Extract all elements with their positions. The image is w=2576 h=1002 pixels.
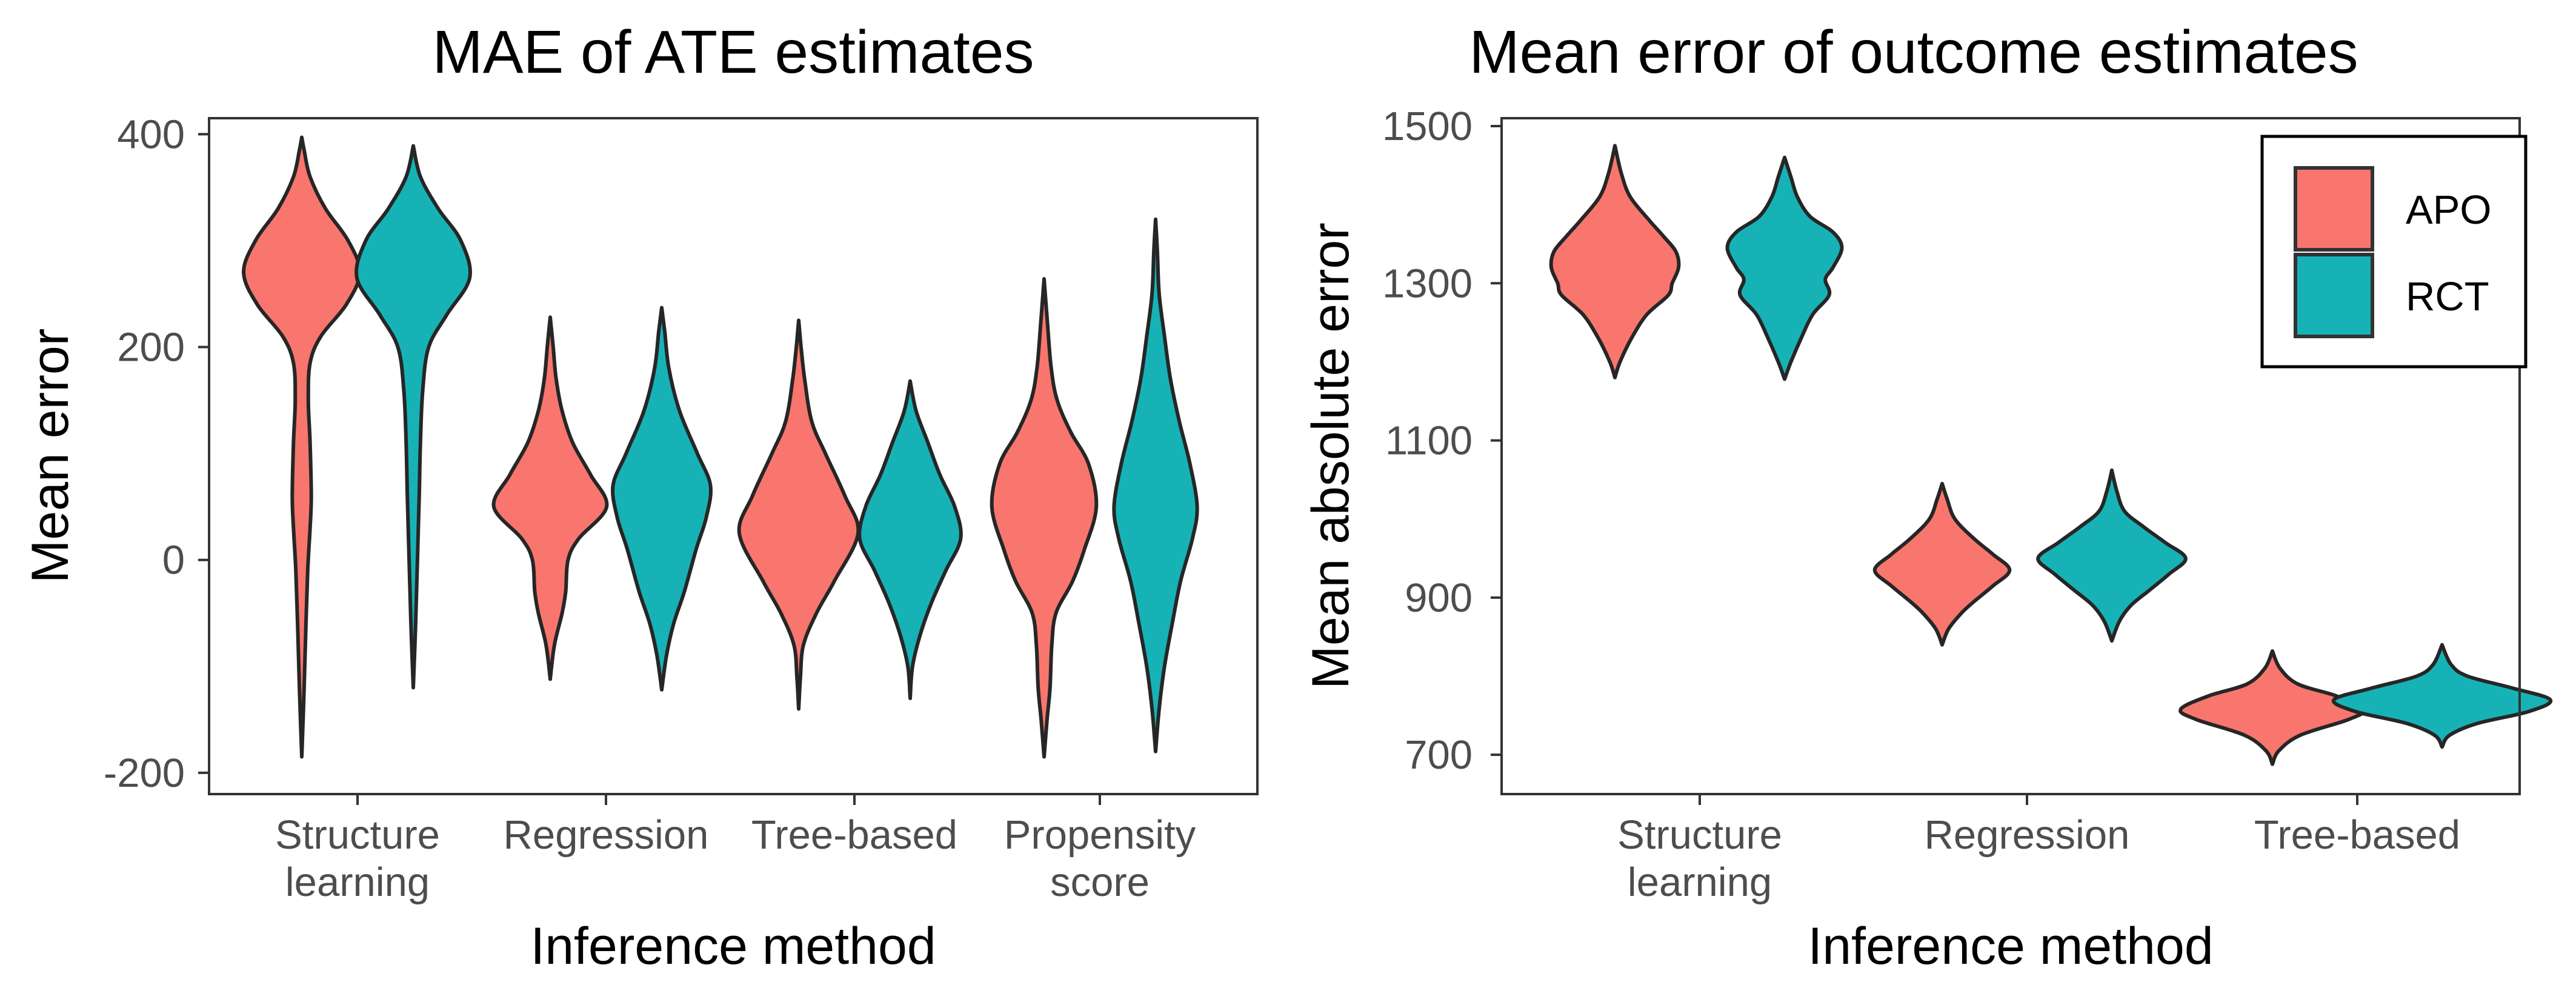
ate-violin-apo <box>737 318 860 711</box>
ate-x-tick-label: Propensity score <box>1004 812 1196 905</box>
ate-panel-title: MAE of ATE estimates <box>433 18 1034 86</box>
tick-label-line: Regression <box>504 812 709 858</box>
tick-label-line: learning <box>285 860 430 905</box>
ate-violin-rct <box>354 144 472 690</box>
tick-label-line: Structure <box>275 812 440 858</box>
outcome-y-tick-label: 1100 <box>1385 418 1473 464</box>
tick-label-line: Tree-based <box>751 812 957 858</box>
ate-y-tick-label: -200 <box>104 750 185 796</box>
tick-label-line: Propensity <box>1004 812 1196 858</box>
outcome-y-tick-label: 1300 <box>1382 261 1473 306</box>
ate-plot-area: -200 0 200 400 Structure learning Regression Tr… <box>104 112 1199 905</box>
ate-mae-panel: MAE of ATE estimates -200 0 200 400 Structur… <box>21 18 1259 975</box>
tick-label-line: learning <box>1628 860 1772 905</box>
legend-swatch-rct <box>2294 253 2374 338</box>
ate-panel-border <box>208 117 1259 795</box>
ate-violin-rct <box>857 379 963 700</box>
ate-x-axis-title: Inference method <box>530 917 936 975</box>
ate-x-tick-label: Structure learning <box>275 812 440 905</box>
outcome-y-axis-title: Mean absolute error <box>1302 222 1360 689</box>
outcome-panel-title: Mean error of outcome estimates <box>1469 18 2358 86</box>
tick-label-line: Structure <box>1617 812 1782 858</box>
outcome-violin-rct <box>1725 155 1844 381</box>
ate-violin-apo <box>990 277 1099 759</box>
outcome-violin-apo <box>1872 481 2012 647</box>
ate-violin-rct <box>1112 217 1199 753</box>
ate-y-axis-title: Mean error <box>21 329 79 584</box>
tick-label-line: score <box>1050 860 1150 905</box>
ate-y-tick-label: 400 <box>117 112 185 157</box>
outcome-violin-apo <box>2178 649 2366 766</box>
outcome-error-panel: Mean error of outcome estimates 700 900 11… <box>1302 18 2553 975</box>
outcome-x-tick-label: Structure learning <box>1617 812 1782 905</box>
outcome-panel-border <box>1500 117 2521 795</box>
outcome-y-tick-label: 900 <box>1405 575 1473 621</box>
outcome-violin-rct <box>2331 643 2553 749</box>
ate-x-tick-label: Tree-based <box>751 812 957 858</box>
legend-swatch-apo <box>2294 166 2374 252</box>
ate-x-tick-label: Regression <box>504 812 709 858</box>
outcome-y-tick-label: 1500 <box>1382 104 1473 149</box>
outcome-x-tick-label: Regression <box>1925 812 2130 858</box>
outcome-x-axis-title: Inference method <box>1808 917 2213 975</box>
tick-label-line: Regression <box>1925 812 2130 858</box>
ate-violin-apo <box>491 315 609 681</box>
ate-violin-rct <box>611 306 713 692</box>
legend-label-rct: RCT <box>2406 274 2489 319</box>
outcome-violin-rct <box>2036 468 2188 643</box>
ate-y-tick-label: 200 <box>117 325 185 370</box>
outcome-violin-apo <box>1549 144 1681 379</box>
ate-violin-apo <box>241 135 362 759</box>
ate-y-tick-label: 0 <box>162 538 185 583</box>
legend-label-apo: APO <box>2406 187 2492 233</box>
legend: APO RCT <box>2260 135 2528 369</box>
outcome-x-tick-label: Tree-based <box>2254 812 2460 858</box>
outcome-y-tick-label: 700 <box>1405 732 1473 778</box>
tick-label-line: Tree-based <box>2254 812 2460 858</box>
outcome-plot-area: 700 900 1100 1300 1500 Structure learning Regre… <box>1382 104 2553 905</box>
